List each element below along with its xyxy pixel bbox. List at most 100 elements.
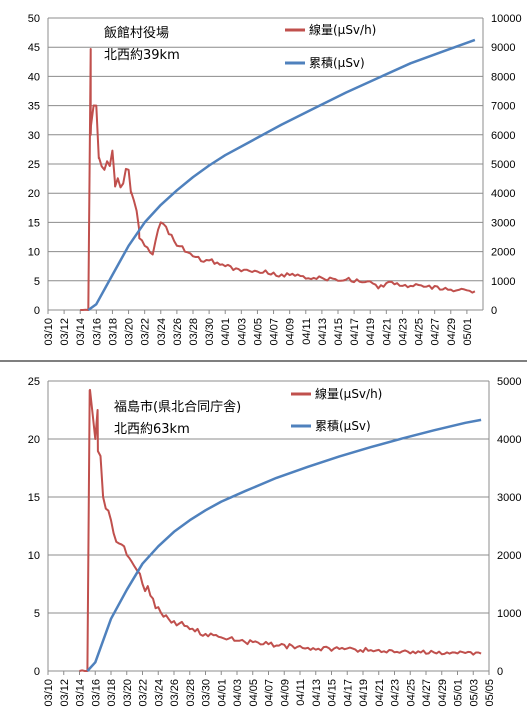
right-axis-tick-label: 5000: [491, 159, 515, 171]
location-label: 飯館村役場: [104, 26, 169, 41]
x-axis-tick-label: 05/03: [468, 679, 480, 707]
left-axis-tick-label: 5: [34, 608, 40, 620]
right-axis-tick-label: 2000: [497, 550, 521, 562]
x-axis-tick-label: 04/19: [358, 679, 370, 707]
x-axis-tick-label: 03/14: [75, 679, 87, 707]
x-axis-tick-label: 04/17: [342, 679, 354, 707]
x-axis-tick-label: 04/11: [301, 318, 313, 345]
location-label: 福島市(県北合同庁舎): [114, 399, 241, 415]
x-axis-tick-label: 03/28: [185, 679, 197, 707]
x-axis-tick-label: 04/11: [295, 679, 307, 706]
right-axis-tick-label: 2000: [491, 247, 515, 259]
x-axis-tick-label: 03/16: [90, 679, 102, 707]
chart-fukushima: 0 5 10 15 20 25 0 1000 2000 3000 4000 5000 03/10 03/1…: [28, 376, 522, 707]
x-axis-tick-label: 04/07: [264, 679, 276, 707]
x-axis-tick-label: 04/25: [414, 318, 426, 346]
x-axis-tick-label: 05/01: [462, 318, 474, 346]
legend-label: 線量(μSv/h): [309, 22, 376, 37]
x-axis-tick-label: 04/07: [269, 318, 281, 346]
left-axis-tick-label: 25: [28, 376, 40, 388]
x-axis-tick-label: 04/23: [397, 318, 409, 346]
x-axis-tick-label: 04/21: [381, 318, 393, 346]
right-axis-tick-label: 8000: [491, 71, 515, 83]
x-axis-tick-label: 04/27: [421, 679, 433, 707]
x-axis-tick-label: 04/01: [216, 679, 228, 707]
right-axis-tick-label: 6000: [491, 130, 515, 142]
right-axis-tick-label: 0: [497, 666, 503, 678]
x-axis-tick-label: 03/24: [156, 318, 168, 346]
left-axis-tick-label: 30: [28, 130, 40, 142]
x-axis-tick-label: 03/10: [43, 318, 55, 346]
x-axis-tick-label: 04/05: [252, 318, 264, 346]
x-axis-tick-label: 04/05: [248, 679, 260, 707]
legend-label: 線量(μSv/h): [315, 386, 382, 401]
x-axis-tick-label: 04/21: [374, 679, 386, 707]
left-axis-tick-label: 35: [28, 101, 40, 113]
chart-iitate: 0 5 10 15 20 25 30 35 40 45 50 0 1000 2000 3000 4000 500…: [28, 13, 522, 346]
legend-label: 累積(μSv): [315, 418, 371, 433]
x-axis-tick-label: 04/17: [349, 318, 361, 346]
left-axis-tick-label: 40: [28, 71, 40, 83]
x-axis-tick-label: 03/20: [122, 679, 134, 707]
x-axis-tick-label: 04/15: [333, 318, 345, 346]
legend-label: 累積(μSv): [309, 55, 365, 70]
right-axis-tick-label: 10000: [491, 13, 522, 25]
x-axis-tick-label: 03/18: [107, 318, 119, 346]
left-axis-tick-label: 0: [34, 666, 40, 678]
x-axis-tick-label: 04/25: [405, 679, 417, 707]
left-axis-tick-label: 20: [28, 188, 40, 200]
x-axis-tick-label: 03/30: [204, 318, 216, 346]
x-axis-tick-label: 03/24: [153, 679, 165, 707]
x-axis-tick-label: 04/23: [390, 679, 402, 707]
left-axis-tick-label: 15: [28, 217, 40, 229]
x-axis-tick-label: 03/18: [106, 679, 118, 707]
left-axis-tick-label: 25: [28, 159, 40, 171]
right-axis-tick-label: 5000: [497, 376, 521, 388]
x-axis-tick-label: 04/13: [317, 318, 329, 346]
chart-separator: [0, 360, 527, 362]
x-axis-tick-label: 04/19: [365, 318, 377, 346]
x-axis-tick-label: 04/03: [236, 318, 248, 346]
x-axis-tick-label: 03/26: [169, 679, 181, 707]
right-axis-tick-label: 3000: [491, 217, 515, 229]
left-axis-tick-label: 10: [28, 550, 40, 562]
x-axis-tick-label: 03/12: [59, 318, 71, 346]
left-axis-tick-label: 50: [28, 13, 40, 25]
x-axis-tick-label: 04/13: [311, 679, 323, 707]
left-axis-tick-label: 45: [28, 42, 40, 54]
x-axis-tick-label: 03/28: [188, 318, 200, 346]
x-axis-tick-label: 04/09: [285, 318, 297, 346]
x-axis-tick-label: 04/03: [232, 679, 244, 707]
right-axis-tick-label: 4000: [491, 188, 515, 200]
dose-rate-series-line: [79, 388, 482, 672]
x-axis-tick-label: 03/22: [138, 679, 150, 707]
x-axis-tick-label: 05/05: [484, 679, 496, 707]
right-axis-tick-label: 4000: [497, 434, 521, 446]
cumulative-series-line: [87, 38, 476, 312]
right-axis-tick-label: 9000: [491, 42, 515, 54]
x-axis-tick-label: 04/09: [279, 679, 291, 707]
cumulative-series-line: [86, 418, 482, 672]
right-axis-tick-label: 1000: [497, 608, 521, 620]
dose-rate-series-line: [80, 48, 476, 311]
right-axis-tick-label: 3000: [497, 492, 521, 504]
distance-label: 北西約63km: [114, 422, 190, 437]
right-axis-tick-label: 7000: [491, 101, 515, 113]
x-axis-tick-label: 03/12: [59, 679, 71, 707]
x-axis-tick-label: 03/22: [140, 318, 152, 346]
x-axis-tick-label: 03/16: [91, 318, 103, 346]
right-axis-tick-label: 0: [491, 305, 497, 317]
left-axis-tick-label: 15: [28, 492, 40, 504]
x-axis-tick-label: 03/10: [43, 679, 55, 707]
x-axis-tick-label: 04/01: [220, 318, 232, 346]
x-axis-tick-label: 04/27: [430, 318, 442, 346]
left-axis-tick-label: 0: [34, 305, 40, 317]
x-axis-tick-label: 03/30: [201, 679, 213, 707]
left-axis-tick-label: 10: [28, 247, 40, 259]
x-axis-tick-label: 03/20: [124, 318, 136, 346]
x-axis-tick-label: 05/01: [453, 679, 465, 707]
left-axis-tick-label: 5: [34, 276, 40, 288]
left-axis-tick-label: 20: [28, 434, 40, 446]
x-axis-tick-label: 04/15: [327, 679, 339, 707]
